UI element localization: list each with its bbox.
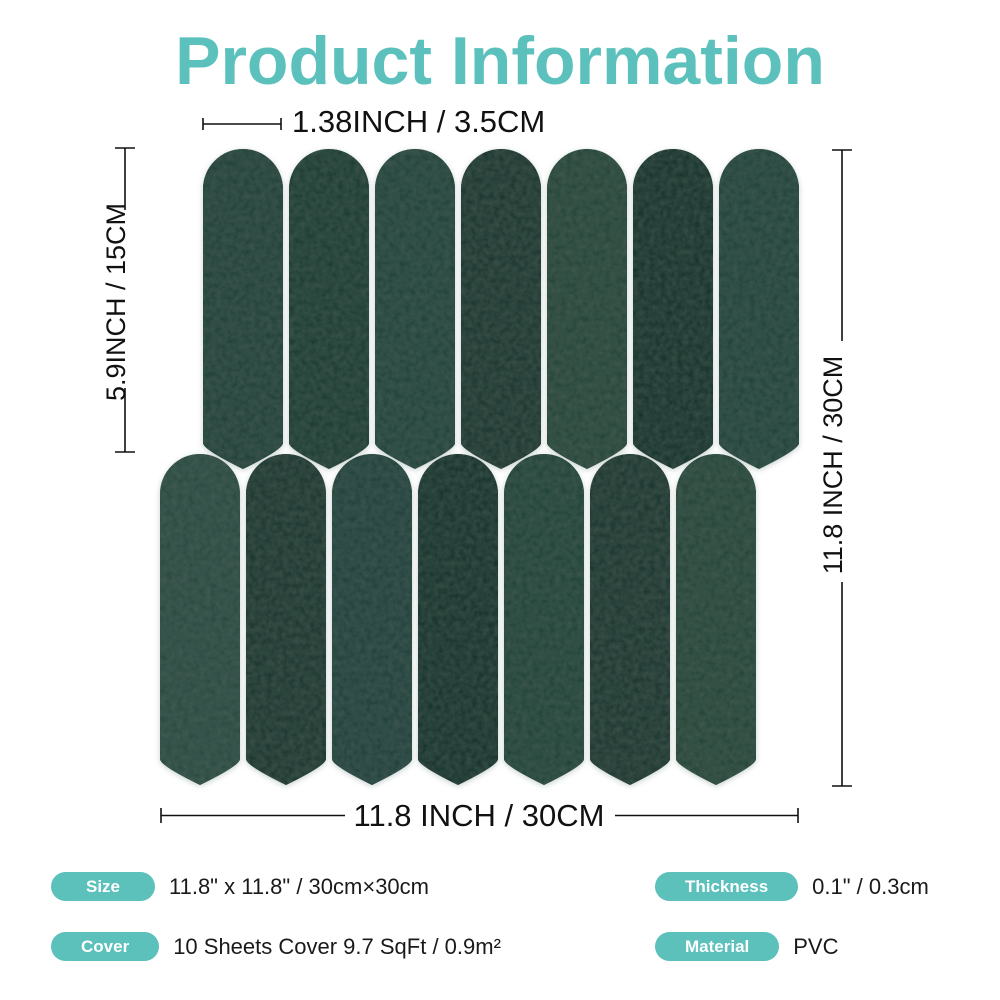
svg-text:11.8 INCH / 30CM: 11.8 INCH / 30CM [818, 356, 848, 575]
svg-text:11.8 INCH / 30CM: 11.8 INCH / 30CM [354, 798, 605, 833]
svg-text:5.9INCH / 15CM: 5.9INCH / 15CM [101, 203, 131, 401]
svg-text:1.38INCH / 3.5CM: 1.38INCH / 3.5CM [292, 104, 545, 139]
